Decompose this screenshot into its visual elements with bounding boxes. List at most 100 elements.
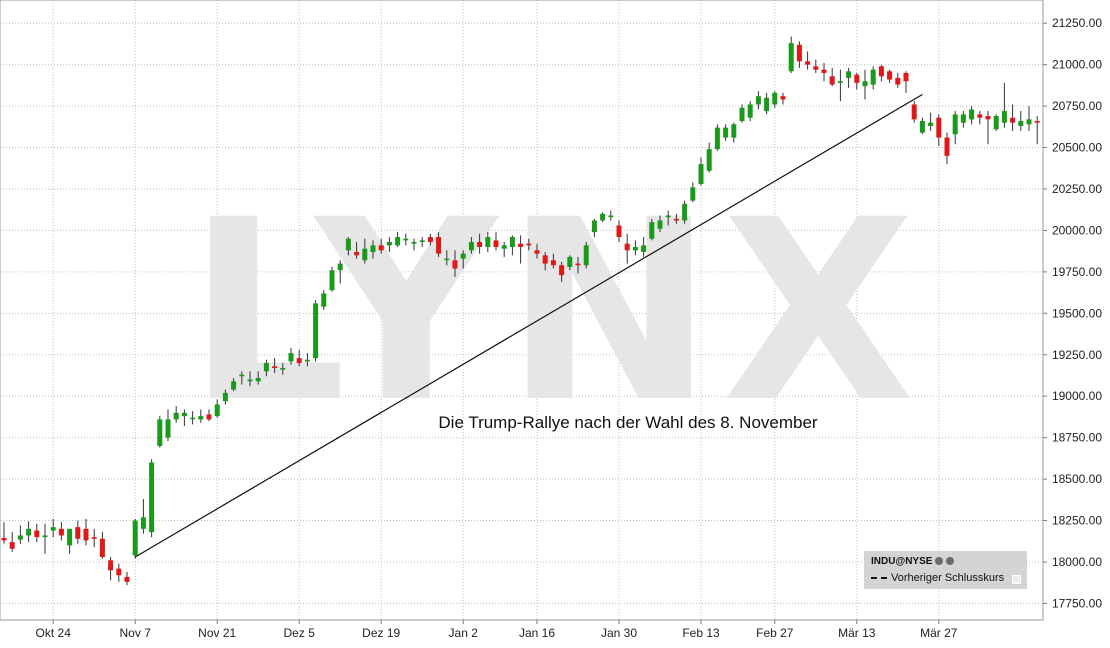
candle xyxy=(247,371,253,387)
candle xyxy=(993,114,999,131)
legend-item-label: Vorheriger Schlusskurs xyxy=(891,572,1005,584)
x-tick-label: Nov 7 xyxy=(120,626,152,640)
candle-body xyxy=(140,517,146,529)
candle xyxy=(723,124,729,141)
candle xyxy=(386,237,392,252)
candle xyxy=(1018,111,1024,131)
candle xyxy=(50,518,56,538)
x-tick-label: Jan 2 xyxy=(449,626,479,640)
candle-body xyxy=(632,247,638,251)
candle xyxy=(329,266,335,292)
candle-body xyxy=(67,528,73,546)
candle-body xyxy=(870,69,876,85)
candle-body xyxy=(600,213,606,221)
y-tick-label: 19250.00 xyxy=(1052,348,1102,362)
candle xyxy=(944,132,950,165)
candle xyxy=(591,218,597,238)
candle-body xyxy=(649,222,655,239)
candle xyxy=(108,557,114,581)
candle-body xyxy=(378,245,384,251)
y-tick-label: 18000.00 xyxy=(1052,555,1102,569)
candle-body xyxy=(928,122,934,126)
candle-body xyxy=(821,69,827,73)
candle xyxy=(75,520,81,544)
candle xyxy=(91,528,97,548)
candle xyxy=(821,62,827,82)
legend-symbol-text: INDU@NYSE xyxy=(871,556,933,567)
candle-body xyxy=(919,121,925,133)
candle-body xyxy=(624,243,630,251)
candle xyxy=(772,91,778,108)
candle-body xyxy=(419,240,425,243)
candle xyxy=(214,399,220,418)
watermark-text: LYNX xyxy=(187,166,922,457)
candle xyxy=(682,200,688,224)
candle xyxy=(780,92,786,105)
candle-body xyxy=(911,104,917,120)
candle xyxy=(764,92,770,115)
candle-body xyxy=(263,363,269,372)
x-tick-label: Mär 13 xyxy=(838,626,876,640)
candle xyxy=(887,69,893,83)
candle-body xyxy=(395,237,401,246)
candle-body xyxy=(75,527,81,539)
candle-body xyxy=(550,260,556,266)
candle xyxy=(427,233,433,246)
candle-body xyxy=(452,260,458,269)
candle xyxy=(542,251,548,271)
candle-body xyxy=(436,237,442,254)
candle-body xyxy=(50,527,56,531)
x-tick-label: Feb 27 xyxy=(756,626,794,640)
legend-symbol: INDU@NYSE xyxy=(871,556,955,567)
candle xyxy=(190,411,196,425)
candle xyxy=(788,36,794,73)
candle xyxy=(280,363,286,375)
candle xyxy=(796,41,802,68)
candle-body xyxy=(780,96,786,100)
candle xyxy=(419,237,425,248)
y-tick-label: 19750.00 xyxy=(1052,265,1102,279)
globe-icon[interactable] xyxy=(946,557,955,566)
candle xyxy=(755,91,761,110)
legend-checkbox[interactable] xyxy=(1012,575,1021,584)
candle-body xyxy=(304,359,310,362)
candle-body xyxy=(108,560,114,571)
candle xyxy=(690,182,696,203)
candle-body xyxy=(575,263,581,266)
candle xyxy=(862,69,868,100)
candle xyxy=(239,371,245,385)
candle-body xyxy=(26,528,32,536)
candle-body xyxy=(526,243,532,246)
candle-body xyxy=(1026,119,1032,125)
candle-body xyxy=(17,535,23,540)
candle-body xyxy=(444,258,450,261)
candle xyxy=(99,532,105,559)
candle-body xyxy=(214,404,220,417)
candle xyxy=(140,498,146,534)
candle-body xyxy=(272,366,278,369)
y-tick-label: 20750.00 xyxy=(1052,99,1102,113)
candle-body xyxy=(993,116,999,130)
candle xyxy=(977,111,983,125)
candle-body xyxy=(403,238,409,241)
candle xyxy=(624,233,630,264)
candle xyxy=(960,111,966,128)
candle xyxy=(9,532,15,553)
annotation-text: Die Trump-Rallye nach der Wahl des 8. No… xyxy=(438,413,818,432)
candle xyxy=(124,571,130,586)
candle-body xyxy=(132,520,138,556)
candle-body xyxy=(99,538,105,558)
legend: INDU@NYSE Vorheriger Schlusskurs xyxy=(864,551,1027,589)
candle-body xyxy=(149,462,155,533)
candle xyxy=(222,389,228,405)
candle xyxy=(632,240,638,256)
candle xyxy=(411,238,417,251)
candle xyxy=(345,237,351,256)
candle-body xyxy=(1,537,7,541)
candle-body xyxy=(977,114,983,118)
candle xyxy=(452,250,458,277)
y-tick-label: 18250.00 xyxy=(1052,514,1102,528)
settings-icon[interactable] xyxy=(935,557,944,566)
candle-body xyxy=(788,43,794,72)
candle-body xyxy=(895,77,901,85)
